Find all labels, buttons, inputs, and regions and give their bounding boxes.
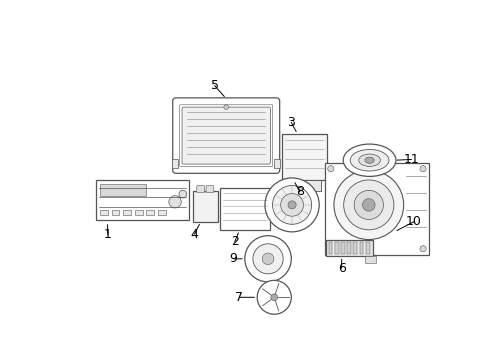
Circle shape: [272, 185, 311, 224]
FancyBboxPatch shape: [359, 242, 363, 254]
FancyBboxPatch shape: [135, 210, 142, 215]
FancyBboxPatch shape: [340, 242, 344, 254]
FancyBboxPatch shape: [334, 242, 338, 254]
FancyBboxPatch shape: [100, 184, 146, 195]
FancyBboxPatch shape: [146, 210, 154, 215]
Circle shape: [280, 194, 303, 216]
FancyBboxPatch shape: [324, 163, 428, 255]
Circle shape: [419, 166, 425, 172]
FancyBboxPatch shape: [182, 107, 270, 164]
Ellipse shape: [358, 154, 380, 166]
Text: 8: 8: [295, 185, 303, 198]
FancyBboxPatch shape: [325, 239, 372, 256]
Circle shape: [264, 178, 319, 232]
Circle shape: [179, 190, 186, 198]
Circle shape: [327, 166, 333, 172]
FancyBboxPatch shape: [365, 242, 369, 254]
FancyBboxPatch shape: [352, 242, 356, 254]
FancyBboxPatch shape: [220, 188, 270, 230]
Circle shape: [252, 244, 283, 274]
Ellipse shape: [364, 157, 373, 163]
FancyBboxPatch shape: [274, 159, 280, 168]
Circle shape: [353, 190, 383, 220]
FancyBboxPatch shape: [100, 210, 107, 215]
FancyBboxPatch shape: [205, 186, 213, 193]
Text: 2: 2: [230, 235, 238, 248]
Text: 1: 1: [103, 228, 111, 240]
FancyBboxPatch shape: [346, 242, 350, 254]
Circle shape: [244, 236, 291, 282]
Ellipse shape: [343, 144, 395, 176]
FancyBboxPatch shape: [282, 134, 326, 180]
Text: 4: 4: [190, 228, 198, 240]
Circle shape: [257, 280, 291, 314]
Circle shape: [287, 201, 296, 209]
Circle shape: [262, 253, 273, 265]
Text: 11: 11: [403, 153, 418, 166]
Text: 9: 9: [229, 252, 237, 265]
Text: 7: 7: [235, 291, 243, 304]
FancyBboxPatch shape: [158, 210, 165, 215]
Circle shape: [327, 246, 333, 252]
FancyBboxPatch shape: [123, 210, 131, 215]
FancyBboxPatch shape: [196, 186, 204, 193]
Circle shape: [333, 170, 403, 239]
FancyBboxPatch shape: [328, 242, 332, 254]
Circle shape: [362, 199, 374, 211]
FancyBboxPatch shape: [172, 159, 178, 168]
Text: 3: 3: [287, 116, 295, 129]
Text: 6: 6: [337, 261, 345, 275]
Text: 10: 10: [405, 215, 421, 228]
Text: 5: 5: [210, 79, 218, 92]
FancyBboxPatch shape: [192, 191, 217, 222]
FancyBboxPatch shape: [287, 180, 320, 191]
Circle shape: [168, 195, 181, 208]
FancyBboxPatch shape: [172, 98, 279, 173]
Circle shape: [343, 180, 393, 230]
Circle shape: [419, 246, 425, 252]
Circle shape: [270, 294, 277, 301]
FancyBboxPatch shape: [111, 210, 119, 215]
Ellipse shape: [349, 149, 388, 171]
FancyBboxPatch shape: [364, 256, 375, 263]
Circle shape: [224, 105, 228, 109]
FancyBboxPatch shape: [96, 180, 189, 220]
